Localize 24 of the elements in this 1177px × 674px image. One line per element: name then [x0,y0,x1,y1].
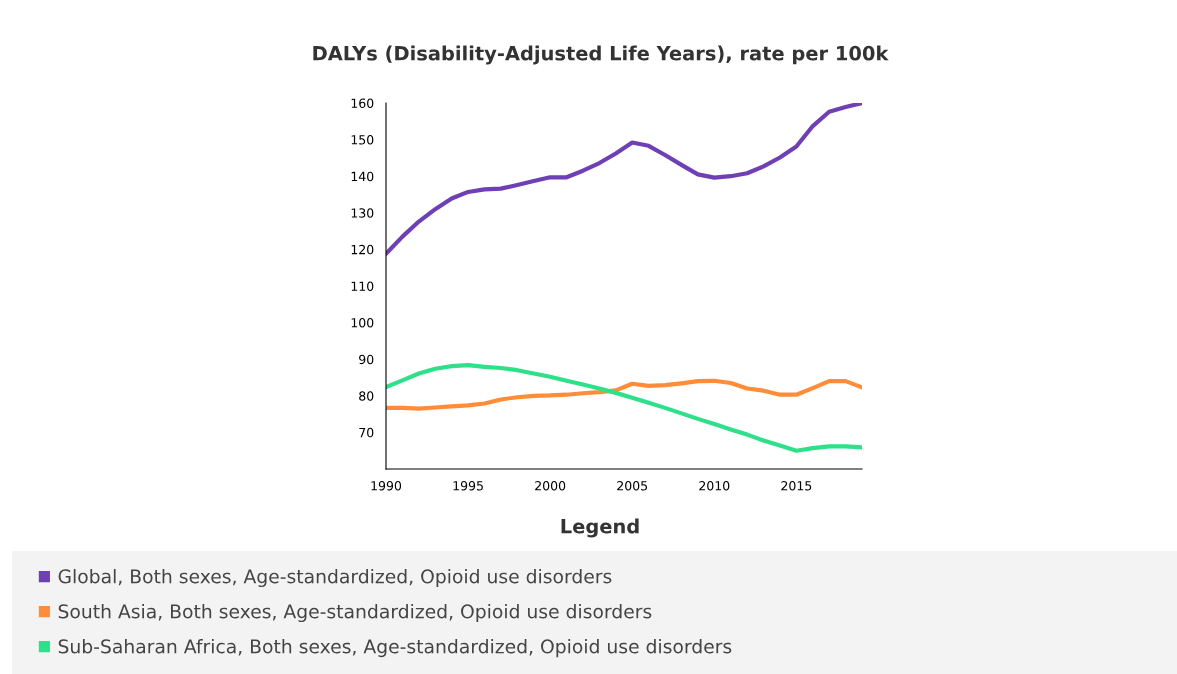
legend-label: Global, Both sexes, Age-standardized, Opioid use disorders [58,568,612,588]
y-tick-label: 160 [351,98,374,108]
x-tick-label: 2010 [699,481,730,491]
y-tick-label: 130 [351,208,374,218]
y-tick-label: 150 [351,135,374,145]
legend-title: Legend [561,518,639,538]
legend-label: Sub-Saharan Africa, Both sexes, Age-standardized, Opioid use disorders [58,638,732,658]
y-tick-label: 110 [351,281,374,291]
line-series [386,103,862,256]
x-tick-label: 2015 [781,481,812,491]
line-series [386,362,862,453]
x-tick-label: 1990 [371,481,402,491]
y-tick-label: 120 [351,244,374,255]
x-tick-label: 2005 [617,481,648,491]
line-series [386,378,862,411]
y-tick-label: 80 [359,391,374,401]
legend-label: South Asia, Both sexes, Age-standardized, Opioid use disorders [58,603,652,623]
y-tick-label: 90 [359,354,374,365]
x-tick-label: 1995 [453,481,483,491]
y-tick-label: 100 [351,318,374,328]
y-tick-label: 70 [359,427,374,438]
x-tick-label: 2000 [535,481,566,491]
chart-title: DALYs (Disability-Adjusted Life Years), rate per 100k [313,45,889,65]
y-tick-label: 140 [351,171,374,182]
